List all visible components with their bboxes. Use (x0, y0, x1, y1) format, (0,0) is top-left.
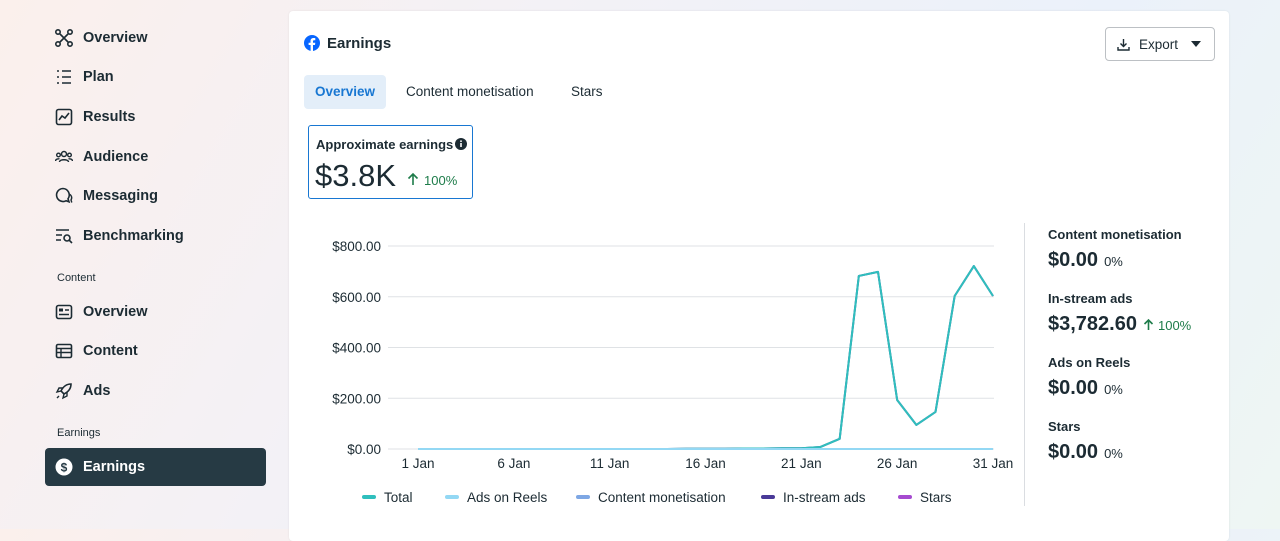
breakdown-label: Content monetisation (1048, 227, 1182, 242)
icon (55, 343, 73, 359)
y-tick-label: $600.00 (332, 290, 381, 305)
breakdown-value: $3,782.60 100% (1048, 313, 1191, 336)
legend-label: Content monetisation (598, 490, 726, 505)
nav-item[interactable]: Overview (45, 293, 266, 331)
x-tick-label: 1 Jan (401, 456, 434, 471)
nav-label: Benchmarking (83, 228, 184, 244)
nav-item[interactable]: Benchmarking (45, 217, 266, 255)
icon (55, 150, 73, 163)
breakdown-amount: $3,782.60 (1048, 313, 1137, 335)
summary-box[interactable]: Approximate earnings $3.8K 100% (308, 125, 473, 199)
icon (56, 229, 73, 244)
page: { "sidebar": { "items": ["Overview", "Pl… (0, 0, 1280, 529)
export-button[interactable]: Export (1105, 27, 1215, 61)
breakdown-amount: $0.00 (1048, 249, 1099, 271)
x-tick-label: 31 Jan (973, 456, 1014, 471)
x-tick-label: 6 Jan (497, 456, 530, 471)
legend-swatch (362, 495, 376, 499)
legend-swatch (576, 495, 590, 499)
nav-label: Earnings (83, 459, 146, 475)
nav-item[interactable]: Ads (45, 372, 266, 410)
icon (55, 108, 73, 126)
facebook-icon (304, 35, 320, 51)
nav-label: Audience (83, 149, 149, 165)
breakdown-value: $0.00 0% (1048, 249, 1123, 272)
x-tick-label: 11 Jan (590, 456, 630, 471)
nav-item[interactable]: Content (45, 332, 266, 370)
nav-label: Results (83, 109, 136, 125)
tab[interactable]: Content monetisation (406, 84, 534, 99)
legend-label: Ads on Reels (467, 490, 548, 505)
breakdown-change: 0% (1104, 382, 1123, 397)
nav-label: Overview (83, 30, 148, 46)
summary-label: Approximate earnings (316, 137, 454, 152)
icon (55, 29, 73, 47)
nav-item-active[interactable]: $ Earnings (45, 448, 266, 486)
section-label: Content (57, 272, 96, 284)
legend-swatch (898, 495, 912, 499)
summary-value: $3.8K (315, 158, 397, 193)
icon (55, 383, 72, 400)
summary-change: 100% (424, 173, 458, 188)
y-tick-label: $400.00 (332, 341, 381, 356)
breakdown-change: 0% (1104, 446, 1123, 461)
nav-label: Plan (83, 69, 114, 85)
legend-label: In-stream ads (783, 490, 866, 505)
section-label: Earnings (57, 427, 101, 439)
caret-icon (1191, 41, 1201, 47)
breakdown-amount: $0.00 (1048, 377, 1099, 399)
legend-label: Total (384, 490, 413, 505)
download-icon (1117, 39, 1130, 51)
x-tick-label: 26 Jan (877, 456, 918, 471)
breakdown-change: 0% (1104, 254, 1123, 269)
icon (57, 70, 71, 84)
up-arrow (407, 172, 419, 185)
icon: $ (55, 458, 73, 476)
export-label: Export (1139, 37, 1179, 52)
nav-item[interactable]: Overview (45, 19, 266, 57)
legend-swatch (445, 495, 459, 499)
series-line (418, 265, 994, 450)
svg-text:$: $ (61, 461, 68, 475)
series-line (418, 265, 994, 450)
breakdown-change-text: 100% (1157, 318, 1192, 333)
y-tick-label: $800.00 (332, 239, 381, 254)
breakdown-label: Ads on Reels (1048, 355, 1131, 370)
nav-item[interactable]: Messaging (45, 177, 266, 215)
earnings-card: Earnings Export Overview Content monetis… (289, 11, 1229, 541)
nav-label: Overview (83, 304, 148, 320)
icon (55, 187, 73, 204)
breakdown-label: In-stream ads (1048, 291, 1133, 306)
up-arrow (1143, 318, 1154, 330)
nav-item[interactable]: Plan (45, 58, 266, 96)
icon (55, 304, 73, 320)
card-title: Earnings (327, 35, 392, 52)
line-chart: $0.00 $200.00 $400.00 $600.00 $800.00 1 Jan 6 … (332, 239, 1014, 505)
y-tick-label: $0.00 (347, 442, 381, 457)
legend-label: Stars (920, 490, 952, 505)
tab[interactable]: Stars (571, 84, 603, 99)
nav-item[interactable]: Audience (45, 138, 266, 176)
breakdown-value: $0.00 0% (1048, 441, 1123, 464)
breakdown-change: 100% (1143, 318, 1191, 333)
nav-label: Ads (83, 383, 111, 399)
x-tick-label: 16 Jan (685, 456, 726, 471)
breakdown-label: Stars (1048, 419, 1081, 434)
breakdown-value: $0.00 0% (1048, 377, 1123, 400)
nav-item[interactable]: Results (45, 98, 266, 136)
nav-label: Content (83, 343, 138, 359)
breakdown-amount: $0.00 (1048, 441, 1099, 463)
tab-active[interactable]: Overview (304, 75, 387, 109)
info-icon (455, 138, 467, 150)
divider (1024, 223, 1025, 506)
nav-label: Messaging (83, 188, 158, 204)
legend-swatch (761, 495, 775, 499)
x-tick-label: 21 Jan (781, 456, 822, 471)
y-tick-label: $200.00 (332, 391, 381, 406)
